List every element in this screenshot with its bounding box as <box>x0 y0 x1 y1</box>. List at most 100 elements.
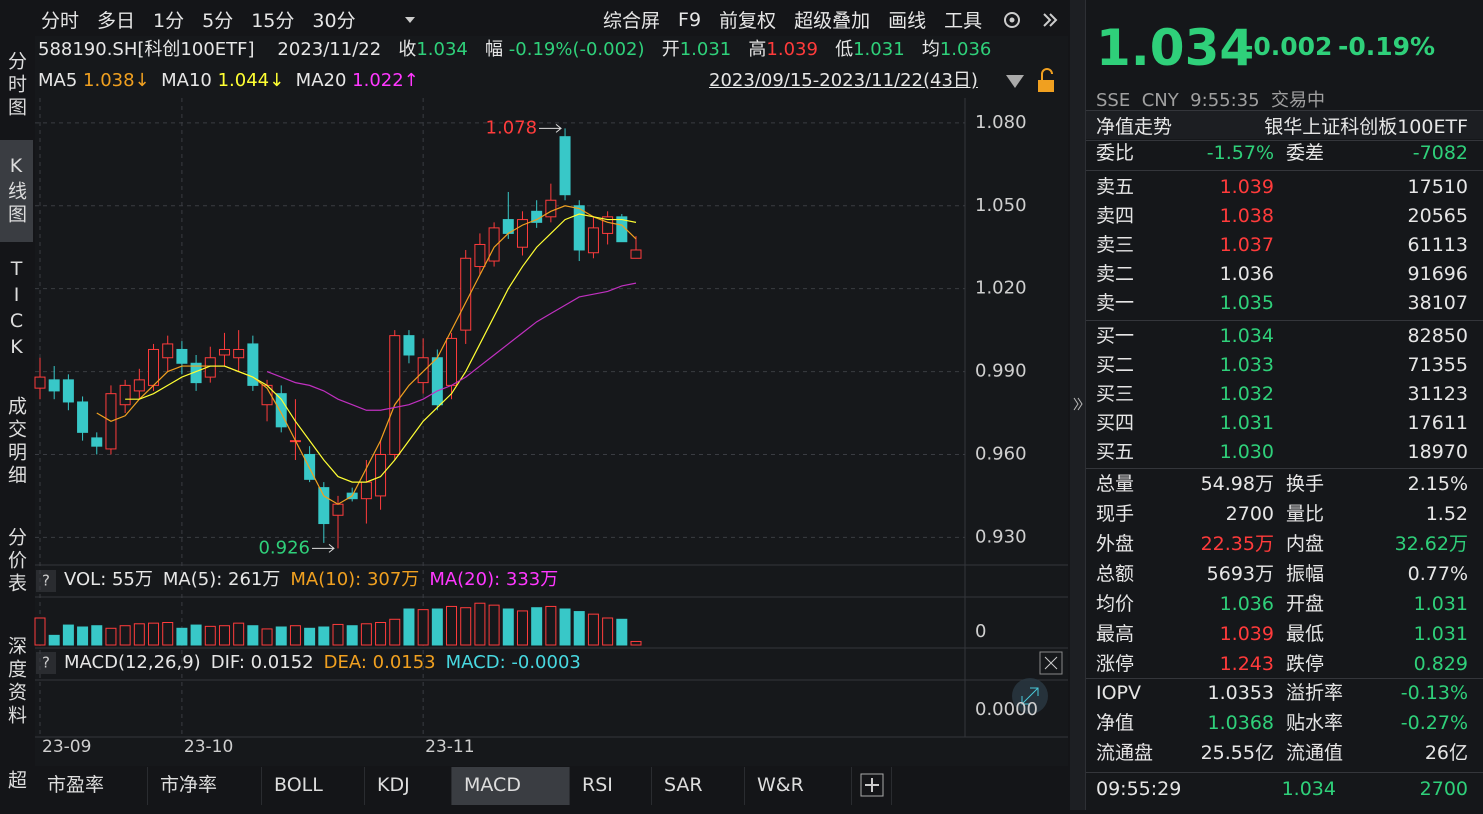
help-icon[interactable] <box>36 652 56 674</box>
tool-button[interactable]: 超级叠加 <box>794 10 871 32</box>
volume-bar <box>545 605 557 646</box>
period-button[interactable]: 15分 <box>251 10 295 32</box>
chart-area: ? ? 1.080 1.050 1.020 0.990 0.960 0.930 23-09 2… <box>34 68 1068 757</box>
candle-body <box>34 376 46 389</box>
help-icon[interactable]: ? <box>42 572 50 590</box>
candle-body <box>488 227 500 262</box>
tool-button[interactable]: 前复权 <box>719 10 777 32</box>
info-value: 1.031 <box>679 39 732 60</box>
panel-header: VOL: 55万 MA(5): 261万 MA(10): 307万 MA(20): 3… <box>64 569 558 590</box>
info-value: 1.034 <box>416 39 468 60</box>
lock-icon[interactable] <box>1038 68 1054 92</box>
side-tab[interactable]: 成交明细 <box>5 396 27 488</box>
collapse-strip[interactable] <box>1070 0 1085 810</box>
candle-body <box>431 357 443 406</box>
indicator-tab[interactable]: RSI <box>570 767 652 805</box>
period-button[interactable]: 分时 <box>41 10 80 32</box>
ma-name: MA10 <box>161 70 212 91</box>
y-tick-label: 1.050 <box>975 195 1027 216</box>
date-range[interactable]: 2023/09/15-2023/11/22(43日) <box>709 70 978 91</box>
indicator-tab[interactable]: MACD <box>452 767 570 805</box>
tool-button[interactable]: F9 <box>678 8 702 31</box>
tool-button[interactable]: 画线 <box>888 10 927 32</box>
quote-stat: 32.62万 <box>1394 533 1468 555</box>
expand-button[interactable] <box>1012 678 1048 714</box>
last-trade: 1.034 <box>1281 778 1336 800</box>
volume-bar <box>446 605 458 646</box>
candle-body <box>91 437 103 447</box>
side-tab[interactable]: 深度资料 <box>5 636 27 728</box>
candle-body <box>389 335 401 455</box>
info-label: 均 <box>921 39 940 60</box>
info-value: -0.19%(-0.002) <box>508 39 645 60</box>
bid-level: 31123 <box>1407 383 1468 405</box>
tool-toolbar: 综合屏 F9 前复权 超级叠加 画线 工具 <box>593 6 991 33</box>
currency: CNY <box>1141 90 1179 111</box>
ask-level: 卖三 <box>1096 234 1135 256</box>
candle-body <box>474 243 486 268</box>
help-icon[interactable] <box>36 570 56 592</box>
side-tab[interactable]: 分价表 <box>5 526 27 596</box>
ask-level: 卖二 <box>1096 263 1135 285</box>
side-tab[interactable]: TICK <box>5 257 28 362</box>
ask-level: 1.036 <box>1219 263 1274 285</box>
high-annotation: 1.078 <box>486 117 538 138</box>
volume-bar <box>218 625 230 646</box>
tool-button[interactable]: 综合屏 <box>603 10 661 32</box>
nav-tab-bar[interactable] <box>1086 111 1483 139</box>
volume-bar <box>531 607 543 646</box>
period-button[interactable]: 多日 <box>97 10 136 32</box>
volume-bar <box>275 626 287 646</box>
indicator-tab[interactable]: BOLL <box>262 767 365 805</box>
ma-name: MA20 <box>295 70 347 91</box>
quote-stat: 量比 <box>1286 503 1325 525</box>
ask-level: 1.039 <box>1219 176 1274 198</box>
close-button[interactable] <box>1039 651 1063 675</box>
period-button[interactable]: 5分 <box>202 10 234 32</box>
volume-bar <box>176 627 188 646</box>
volume-bar <box>91 625 103 646</box>
y-tick-label: 0.930 <box>975 526 1027 547</box>
indicator-tab[interactable]: SAR <box>652 767 745 805</box>
dropdown-arrow[interactable] <box>1006 75 1024 88</box>
quote-stat: IOPV <box>1096 682 1142 704</box>
candle-body <box>332 503 344 516</box>
side-tab[interactable]: 分时图 <box>5 50 27 120</box>
last-trade: 09:55:29 <box>1096 778 1182 800</box>
info-value: 1.031 <box>853 39 905 60</box>
tool-button[interactable]: 工具 <box>944 10 983 32</box>
period-button[interactable]: 1分 <box>153 10 185 32</box>
y-tick-label: 1.020 <box>975 278 1027 299</box>
quote-stat: 现手 <box>1096 503 1135 525</box>
volume-bar <box>502 608 514 646</box>
volume-bar <box>602 617 614 646</box>
volume-bar <box>105 627 117 646</box>
indicator-tab[interactable]: 市净率 <box>148 767 262 805</box>
indicator-tab[interactable]: W&R <box>745 767 852 805</box>
help-icon[interactable]: ? <box>42 654 50 672</box>
side-tab[interactable]: 超 <box>5 769 27 793</box>
period-button[interactable]: 30分 <box>312 10 356 32</box>
info-label: 低 <box>835 39 854 60</box>
more-periods[interactable] <box>402 12 418 28</box>
side-tab[interactable]: K线图 <box>0 140 33 242</box>
ask-level: 卖一 <box>1096 292 1135 314</box>
volume-bar <box>162 622 174 646</box>
volume-bar <box>417 609 429 646</box>
volume-bar <box>431 608 443 646</box>
quote-stat: 1.036 <box>1219 593 1274 615</box>
indicator-tab[interactable]: 市盈率 <box>35 767 148 805</box>
volume-bar <box>62 624 74 646</box>
quote-stat: 2700 <box>1225 503 1274 525</box>
add-tab[interactable] <box>852 767 892 805</box>
indicator-tab[interactable]: KDJ <box>365 767 452 805</box>
ma-line <box>96 205 637 505</box>
toolbar-icons[interactable] <box>1000 8 1060 32</box>
quote-panel: 1.034 -0.002 -0.19% SSE CNY 9:55:35 交易中 … <box>1085 0 1483 810</box>
candle-body <box>545 199 557 218</box>
candle-body <box>304 453 316 480</box>
low-annotation-arrow <box>312 544 335 553</box>
y-tick-label: 0.960 <box>975 443 1027 464</box>
nav-tab[interactable]: 净值走势 <box>1096 116 1173 138</box>
